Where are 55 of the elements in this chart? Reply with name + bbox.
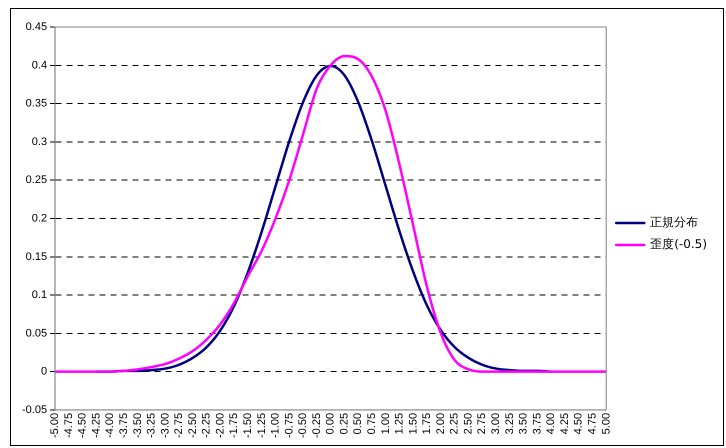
y-tick-label: 0.05	[26, 327, 48, 340]
x-tick-label: -0.25	[310, 412, 323, 438]
x-tick-label: -3.75	[118, 412, 130, 438]
x-tick-label: -2.00	[214, 412, 226, 438]
y-tick-label: 0.1	[32, 289, 48, 302]
x-tick-label: 4.75	[586, 412, 598, 434]
y-tick-label: 0.45	[26, 21, 48, 34]
x-tick-label: -1.50	[242, 412, 254, 438]
y-tick-label: 0	[40, 366, 48, 378]
x-tick-label: -2.25	[200, 412, 213, 438]
y-tick-label: 0.3	[32, 136, 48, 148]
x-tick-label: 5.00	[600, 412, 612, 434]
x-tick-label: -4.00	[104, 412, 116, 438]
x-tick-label: -1.75	[228, 412, 240, 438]
x-tick-label: 0.25	[338, 412, 350, 434]
y-tick-label: 0.2	[32, 212, 48, 224]
x-tick-label: -3.00	[159, 412, 172, 438]
x-tick-label: -4.75	[62, 412, 75, 438]
x-tick-label: 2.25	[448, 412, 461, 434]
x-tick-label: 0.50	[352, 412, 364, 434]
x-tick-label: 2.50	[462, 412, 474, 434]
x-tick-label: -5.00	[49, 412, 62, 438]
x-tick-label: -3.25	[146, 412, 158, 438]
x-tick-label: 3.00	[490, 412, 502, 434]
legend-label: 歪度(-0.5)	[650, 237, 708, 252]
line-series	[54, 54, 608, 373]
x-tick-label: 3.50	[518, 412, 530, 434]
x-tick-label: -4.50	[76, 412, 89, 438]
x-tick-label: 3.25	[504, 412, 516, 434]
y-tick-label: 0.25	[26, 174, 48, 186]
y-tick-label: 0.35	[26, 98, 48, 110]
x-tick-label: -1.00	[270, 412, 282, 438]
x-tick-label: 0.00	[324, 412, 337, 434]
x-tick-label: -2.75	[173, 412, 186, 438]
x-tick-label: 1.25	[394, 412, 406, 434]
x-tick-label: 2.75	[476, 412, 488, 434]
x-tick-label: -4.25	[90, 412, 102, 438]
x-tick-label: 1.00	[380, 412, 392, 434]
x-tick-label: 4.50	[572, 412, 585, 434]
x-tick-label: -1.25	[256, 412, 268, 438]
x-tick-label: -3.50	[132, 412, 144, 438]
x-tick-label: 1.50	[407, 412, 420, 434]
x-tick-label: 2.00	[434, 412, 447, 434]
x-tick-label: -0.50	[297, 412, 310, 438]
y-tick-label: 0.15	[26, 250, 48, 263]
legend-label: 正規分布	[650, 215, 698, 230]
x-tick-label: 4.25	[558, 412, 571, 434]
x-tick-label: 4.00	[545, 412, 558, 434]
x-tick-label: 0.75	[366, 412, 378, 434]
x-tick-label: 1.75	[421, 412, 434, 434]
x-tick-label: 3.75	[531, 412, 544, 434]
y-tick-label: -0.05	[22, 404, 48, 416]
x-tick-label: -2.50	[186, 412, 199, 438]
y-tick-label: 0.4	[32, 59, 48, 72]
x-tick-label: -0.75	[283, 412, 296, 438]
